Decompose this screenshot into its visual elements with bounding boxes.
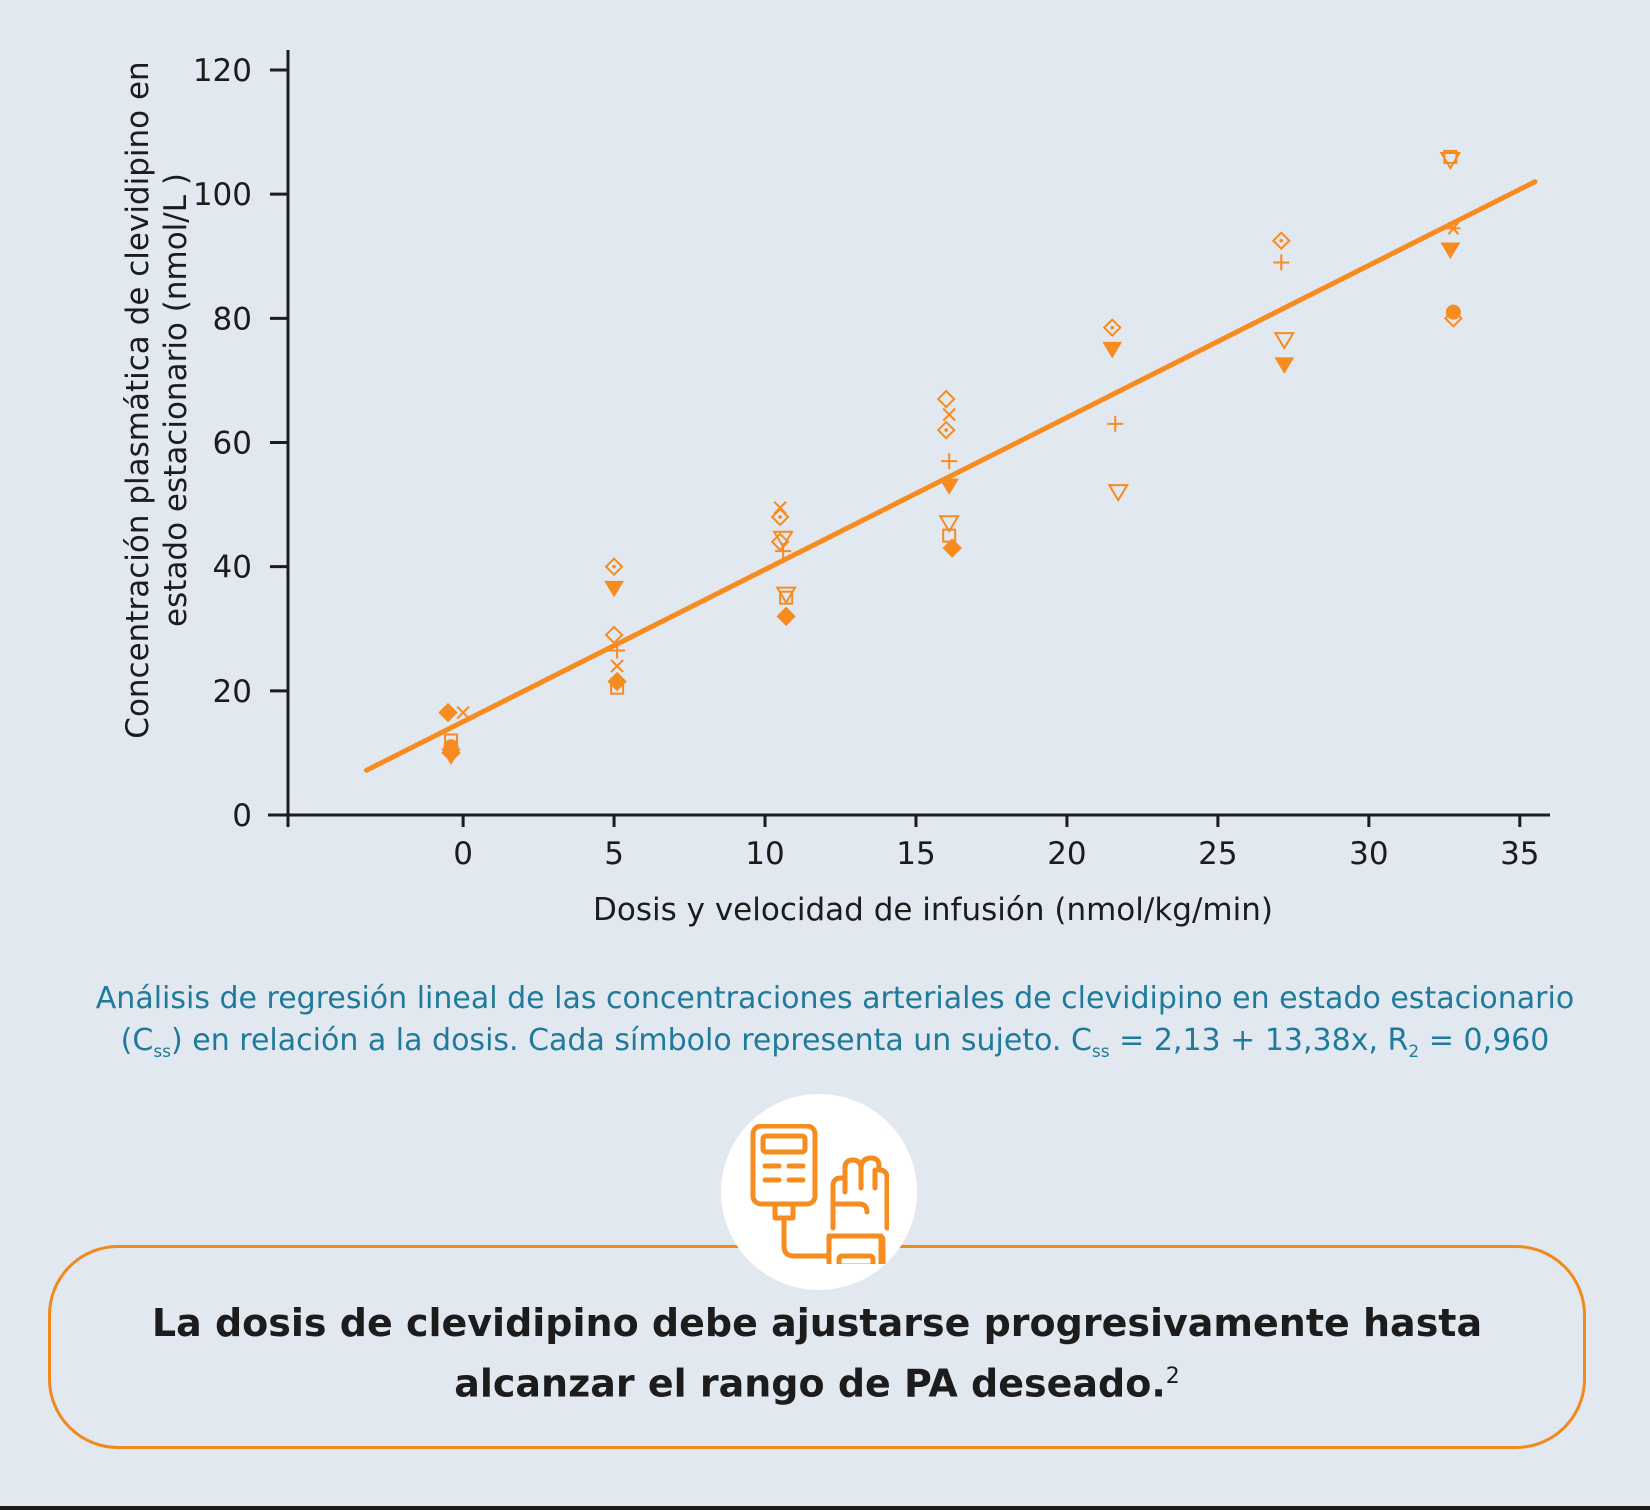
data-point (775, 586, 797, 605)
data-point (772, 530, 794, 549)
data-point (779, 590, 794, 605)
data-point (1445, 304, 1461, 320)
data-point (941, 453, 958, 470)
data-point (438, 702, 458, 723)
scatter-chart: 0 20 40 60 80 100 120 0 5 10 15 20 25 30 35 Dosis y ve… (120, 50, 1550, 928)
x-axis-label: Dosis y velocidad de infusión (nmol/kg/m… (593, 892, 1273, 928)
x-tick-label: 20 (1047, 836, 1086, 872)
y-tick-label: 40 (213, 550, 252, 586)
data-point (938, 515, 960, 534)
data-point (775, 543, 792, 560)
callout-text: La dosis de clevidipino debe ajustarse p… (48, 1296, 1586, 1411)
callout-line1: La dosis de clevidipino debe ajustarse p… (151, 1301, 1483, 1345)
data-point (604, 557, 624, 577)
x-tick-label: 35 (1500, 836, 1539, 872)
data-point (942, 538, 962, 558)
figure-caption: Análisis de regresión lineal de las conc… (40, 978, 1630, 1062)
blood-pressure-monitor-icon (750, 1124, 889, 1264)
chart-ticks: 0 20 40 60 80 100 120 0 5 10 15 20 25 30 35 (193, 53, 1540, 872)
data-point (1107, 415, 1124, 432)
data-point (776, 606, 796, 627)
data-point (1271, 231, 1291, 251)
data-point (604, 580, 624, 598)
x-tick-label: 30 (1349, 836, 1388, 872)
x-tick-label: 25 (1198, 836, 1237, 872)
x-tick-label: 15 (896, 836, 935, 872)
x-tick-label: 10 (745, 836, 784, 872)
data-point (1443, 308, 1463, 328)
data-point (770, 532, 790, 552)
data-point (936, 389, 956, 409)
y-tick-label: 0 (232, 798, 252, 834)
data-point (1273, 332, 1296, 351)
y-tick-label: 100 (193, 177, 252, 213)
regression-line (363, 179, 1538, 773)
data-point (1102, 318, 1122, 338)
data-point (456, 705, 470, 720)
data-point (1273, 254, 1290, 271)
regression-line-path (363, 179, 1538, 773)
icon-badge (721, 1094, 917, 1290)
y-axis-label-line1: Concentración plasmática de clevidipino … (120, 61, 156, 738)
caption-line1: Análisis de regresión lineal de las conc… (95, 981, 1575, 1016)
caption-line2: (Css) en relación a la dosis. Cada símbo… (120, 1023, 1550, 1062)
data-point (1440, 242, 1461, 260)
bottom-rule (0, 1506, 1650, 1510)
y-tick-label: 20 (213, 674, 252, 710)
x-tick-label: 0 (453, 836, 473, 872)
y-tick-label: 60 (213, 426, 252, 462)
data-point (610, 680, 625, 695)
data-point (1274, 357, 1295, 374)
y-axis-label-line2: estado estacionario (nmol/L ) (158, 173, 194, 627)
data-point (441, 748, 461, 765)
data-point (936, 420, 956, 440)
callout-line2: alcanzar el rango de PA deseado.2 (454, 1361, 1180, 1406)
data-point (1102, 341, 1123, 359)
y-tick-label: 120 (193, 53, 252, 89)
data-point (942, 407, 956, 422)
data-point (610, 659, 624, 673)
x-tick-label: 5 (604, 836, 624, 872)
chart-points (438, 149, 1463, 765)
data-point (1439, 152, 1462, 170)
data-point (770, 507, 790, 527)
y-tick-label: 80 (213, 301, 252, 337)
chart-axes (268, 50, 1550, 827)
data-point (1107, 484, 1130, 503)
